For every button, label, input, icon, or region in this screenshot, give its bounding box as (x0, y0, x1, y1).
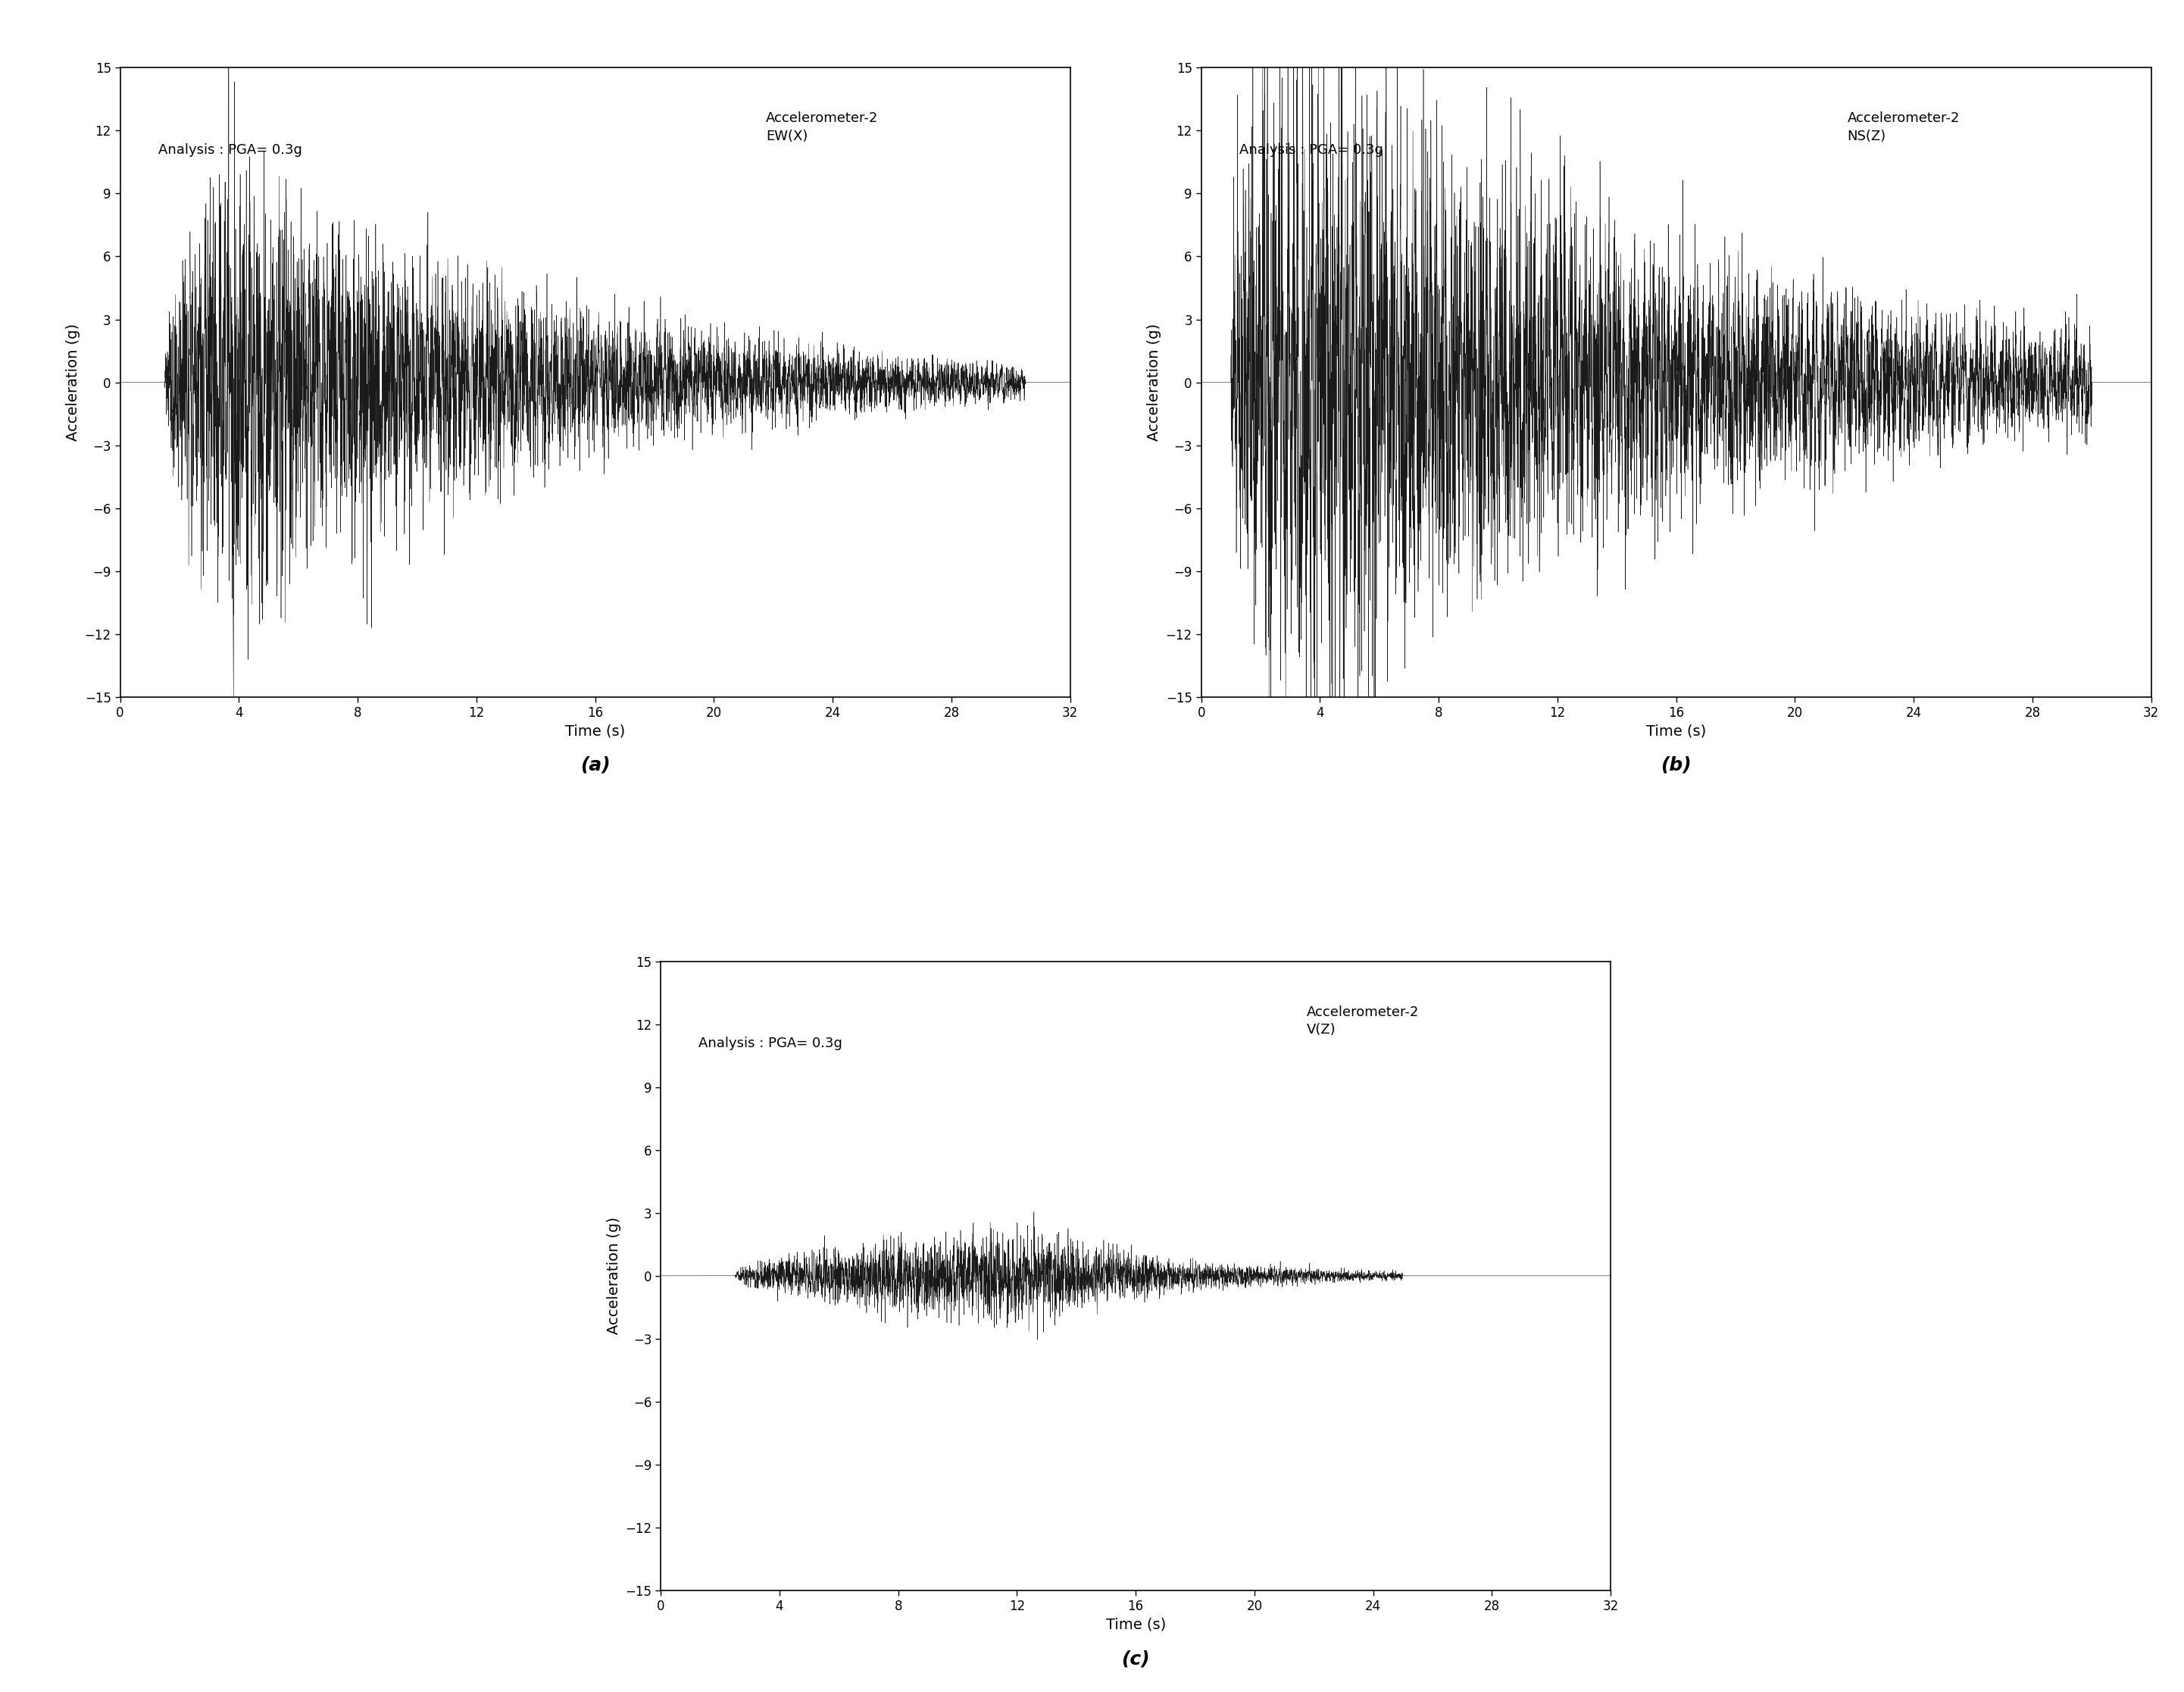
Text: Accelerometer-2
NS(Z): Accelerometer-2 NS(Z) (1848, 112, 1959, 144)
Y-axis label: Acceleration (g): Acceleration (g) (66, 323, 81, 442)
Text: (c): (c) (1120, 1650, 1151, 1668)
Text: (a): (a) (581, 756, 609, 775)
Text: Analysis : PGA= 0.3g: Analysis : PGA= 0.3g (157, 144, 301, 157)
Text: Analysis : PGA= 0.3g: Analysis : PGA= 0.3g (1238, 144, 1382, 157)
X-axis label: Time (s): Time (s) (1647, 724, 1706, 738)
Y-axis label: Acceleration (g): Acceleration (g) (607, 1217, 620, 1335)
X-axis label: Time (s): Time (s) (1105, 1618, 1166, 1631)
Text: Accelerometer-2
V(Z): Accelerometer-2 V(Z) (1306, 1005, 1420, 1037)
Y-axis label: Acceleration (g): Acceleration (g) (1147, 323, 1162, 442)
X-axis label: Time (s): Time (s) (566, 724, 625, 738)
Text: Analysis : PGA= 0.3g: Analysis : PGA= 0.3g (699, 1037, 843, 1051)
Text: (b): (b) (1660, 756, 1693, 775)
Text: Accelerometer-2
EW(X): Accelerometer-2 EW(X) (767, 112, 878, 144)
